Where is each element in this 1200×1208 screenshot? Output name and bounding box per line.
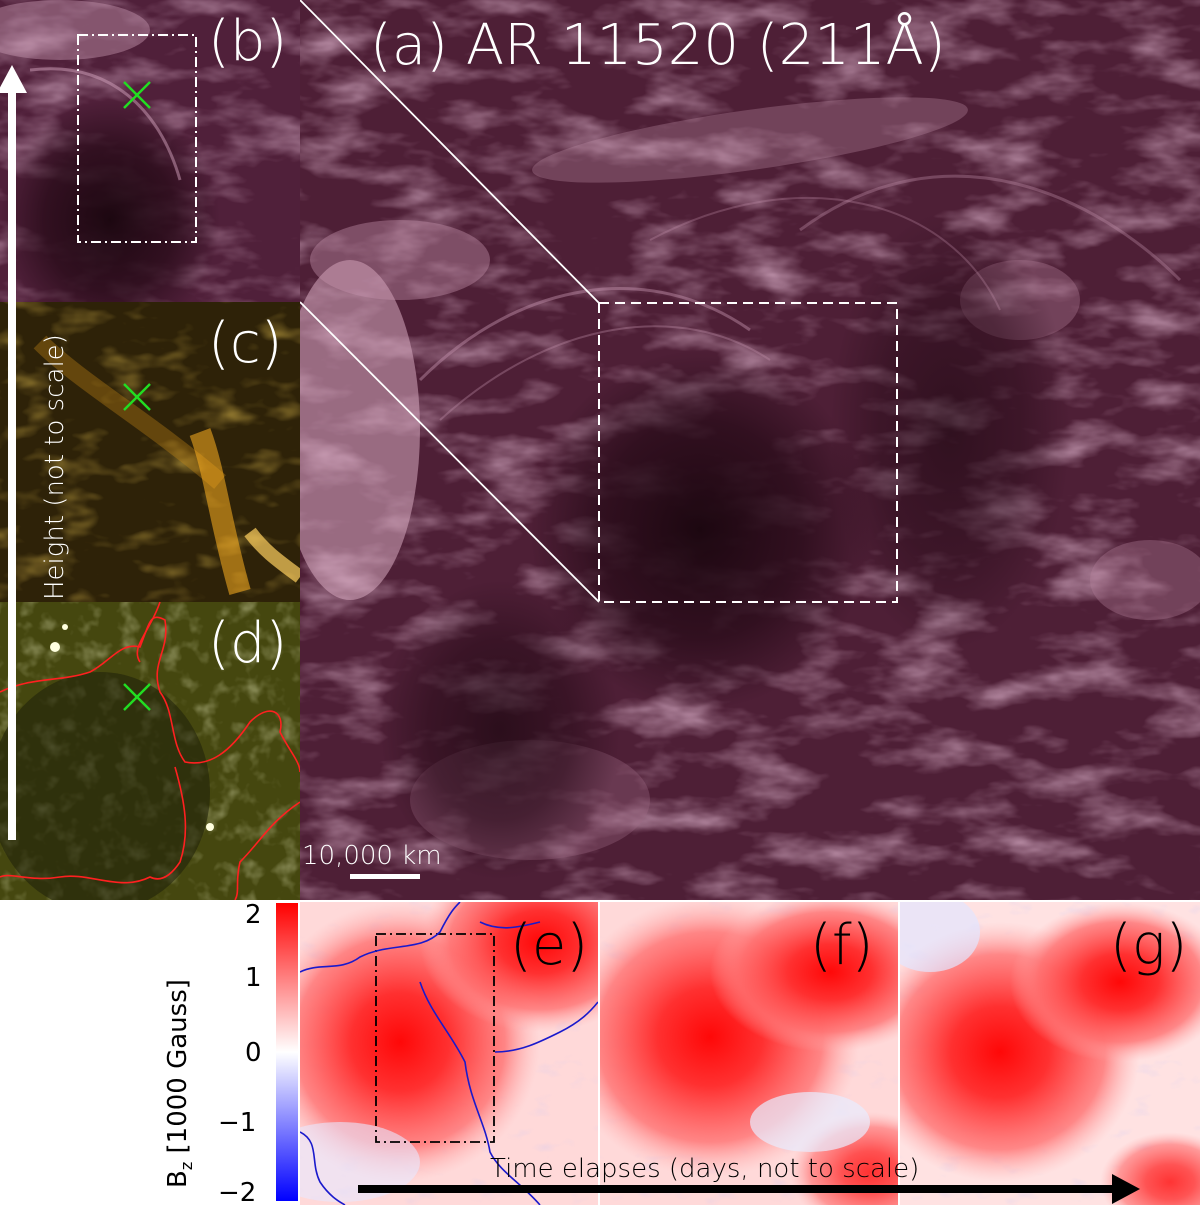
panel-f-magnetogram: (f) bbox=[600, 902, 898, 1205]
height-arrow-head bbox=[0, 65, 27, 93]
colorbar bbox=[276, 903, 298, 1201]
panel-e-image bbox=[300, 902, 598, 1205]
height-arrow-label: Height (not to scale) bbox=[40, 334, 70, 600]
panel-c-aia171-zoom: (c) bbox=[0, 302, 300, 602]
height-arrow bbox=[8, 88, 16, 840]
time-arrow bbox=[358, 1185, 1118, 1193]
panel-g-magnetogram: (g) bbox=[900, 902, 1200, 1205]
panel-b-label: (b) bbox=[208, 9, 288, 74]
panel-e-label: (e) bbox=[510, 913, 589, 978]
colorbar-label-rest: [1000 Gauss] bbox=[163, 979, 193, 1162]
panel-a-label: (a) AR 11520 (211Å) bbox=[370, 13, 946, 78]
zoom-connector-lines bbox=[300, 0, 600, 603]
panel-f-label: (f) bbox=[810, 913, 874, 978]
colorbar-label: Bz [1000 Gauss] bbox=[163, 979, 197, 1188]
time-arrow-head bbox=[1112, 1174, 1140, 1204]
colorbar-tick-1: 1 bbox=[245, 963, 262, 993]
time-arrow-label: Time elapses (days, not to scale) bbox=[490, 1154, 920, 1184]
panel-g-label: (g) bbox=[1110, 913, 1188, 978]
panel-d-label: (d) bbox=[208, 611, 288, 676]
panel-g-image bbox=[900, 902, 1200, 1205]
panel-d-image bbox=[0, 602, 300, 900]
panel-c-image bbox=[0, 302, 300, 602]
colorbar-tick-neg1: −1 bbox=[218, 1108, 257, 1138]
red-contour bbox=[0, 616, 300, 900]
colorbar-label-sub: z bbox=[177, 1161, 197, 1171]
zoom-box bbox=[598, 302, 898, 603]
panel-b-image bbox=[0, 0, 300, 302]
colorbar-label-main: B bbox=[163, 1170, 193, 1188]
panel-d-photosphere-zoom: (d) bbox=[0, 602, 300, 900]
panel-b-aia211-zoom: (b) bbox=[0, 0, 300, 302]
panel-a-aia211: (a) AR 11520 (211Å) 10,000 km bbox=[300, 0, 1200, 900]
colorbar-tick-2: 2 bbox=[245, 900, 262, 930]
scale-bar-label: 10,000 km bbox=[302, 841, 442, 871]
panel-c-label: (c) bbox=[208, 311, 283, 376]
colorbar-tick-0: 0 bbox=[245, 1038, 262, 1068]
panel-e-magnetogram: (e) bbox=[300, 902, 598, 1205]
panel-f-image bbox=[600, 902, 898, 1205]
blue-contour bbox=[300, 902, 598, 1205]
panel-a-image bbox=[300, 0, 1200, 900]
colorbar-tick-neg2: −2 bbox=[218, 1178, 257, 1208]
scale-bar bbox=[350, 874, 420, 879]
